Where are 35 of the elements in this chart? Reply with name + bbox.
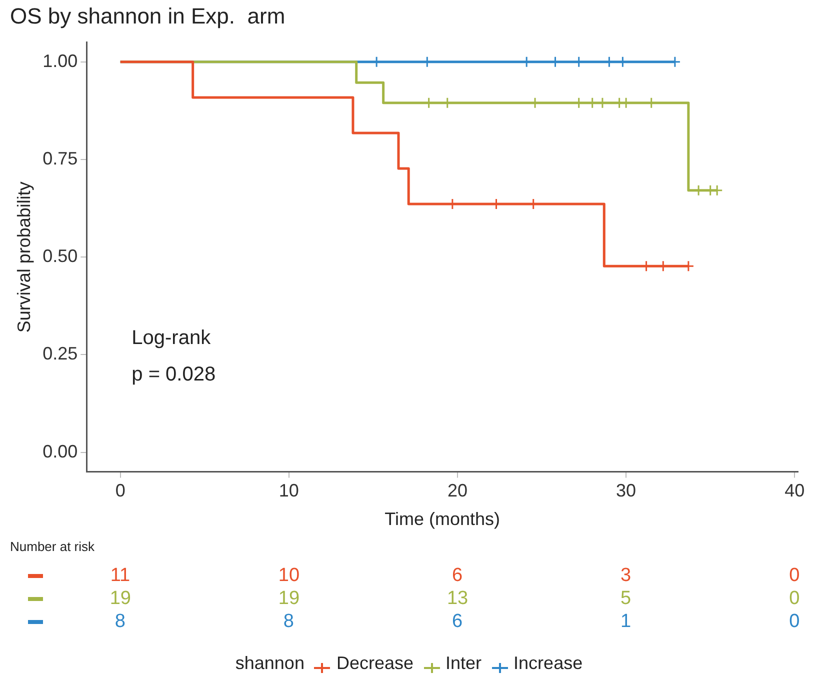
chart-title: OS by shannon in Exp. arm — [10, 3, 286, 28]
text: 0 — [789, 588, 800, 610]
annotation: p = 0.028 — [132, 364, 216, 386]
text: 5 — [620, 588, 632, 610]
y-axis-title: Survival probability — [14, 182, 34, 333]
y-tick-label: 0.25 — [42, 344, 78, 364]
y-tick-label: 1.00 — [42, 50, 78, 71]
x-tick-label: 40 — [784, 480, 805, 501]
legend-label: Increase — [512, 652, 583, 674]
x-tick-label: 10 — [278, 480, 299, 501]
text: 10 — [278, 565, 300, 587]
legend-label: Inter — [444, 652, 482, 674]
text: 6 — [452, 565, 463, 587]
text: 11 — [110, 565, 130, 587]
y-tick-label: 0.00 — [42, 441, 78, 462]
text: 6 — [452, 611, 463, 633]
text: Number at risk — [10, 539, 95, 554]
x-tick-label: 20 — [447, 480, 468, 501]
annotation: Log-rank — [132, 327, 212, 350]
text: 0 — [789, 565, 800, 587]
text: 1 — [620, 611, 632, 633]
legend-title: shannon — [235, 652, 304, 674]
text: 3 — [620, 565, 632, 587]
x-tick-label: 30 — [616, 480, 636, 501]
x-axis-title: Time (months) — [384, 509, 500, 530]
text: 19 — [278, 588, 300, 610]
y-tick-label: 0.50 — [42, 246, 78, 266]
text: 8 — [114, 611, 126, 633]
x-tick-label: 0 — [115, 480, 126, 501]
text: 8 — [283, 611, 294, 633]
text: 19 — [110, 588, 131, 610]
text: 0 — [789, 611, 800, 633]
legend-label: Decrease — [335, 652, 414, 674]
text: 13 — [446, 588, 468, 610]
y-tick-label: 0.75 — [42, 148, 78, 168]
